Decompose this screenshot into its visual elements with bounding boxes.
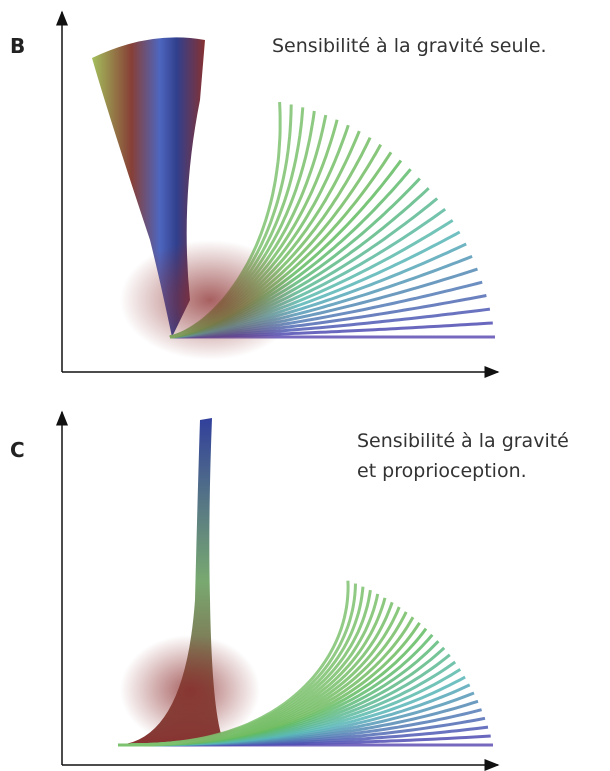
panel-b: B Sensibilité à la gravité seule. (10, 10, 547, 378)
caption: et proprioception. (357, 460, 527, 482)
panel-c: C Sensibilité à la gravité et propriocep… (10, 410, 569, 771)
base-shade (120, 240, 300, 360)
panel-label: B (10, 34, 25, 58)
caption: Sensibilité à la gravité (357, 430, 569, 452)
caption: Sensibilité à la gravité seule. (272, 35, 547, 57)
panel-label: C (10, 438, 25, 462)
base-shade (120, 635, 260, 745)
